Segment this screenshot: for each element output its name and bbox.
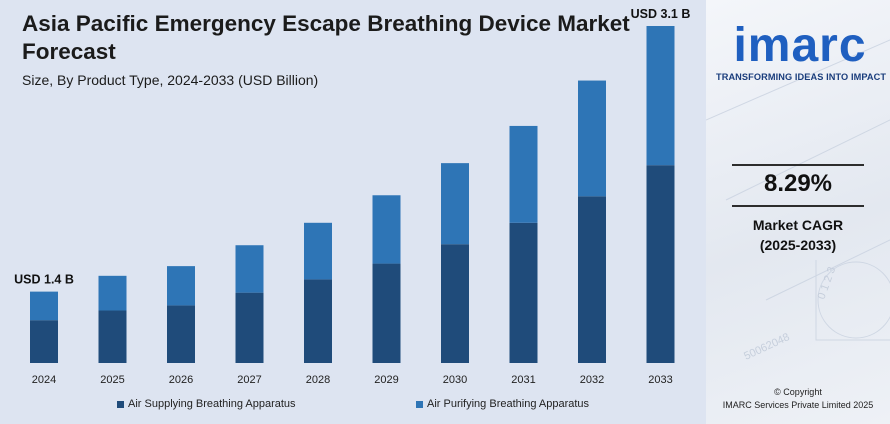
chart-title: Asia Pacific Emergency Escape Breathing … (22, 11, 630, 64)
legend-item-air-supplying: Air Supplying Breathing Apparatus (117, 398, 296, 410)
logo-tagline: TRANSFORMING IDEAS INTO IMPACT (716, 72, 887, 82)
copyright-line-1: © Copyright (774, 387, 822, 397)
svg-text:0 1 2 3: 0 1 2 3 (816, 265, 839, 301)
legend-label-air-supplying: Air Supplying Breathing Apparatus (128, 398, 296, 410)
bar-2031-air-supplying-breathing-apparatus (509, 222, 538, 363)
svg-text:50062048: 50062048 (742, 331, 791, 363)
bar-2033-air-purifying-breathing-apparatus (646, 26, 675, 166)
bar-2024-air-supplying-breathing-apparatus (30, 320, 58, 363)
data-label-2024: USD 1.4 B (14, 273, 74, 287)
logo-wordmark: imarc (733, 19, 867, 72)
cagr-value: 8.29% (763, 170, 833, 197)
chart-subtitle: Size, By Product Type, 2024-2033 (USD Bi… (22, 72, 319, 88)
bar-2025-air-supplying-breathing-apparatus (98, 310, 127, 363)
bar-2027-air-purifying-breathing-apparatus (235, 245, 264, 293)
legend-item-air-purifying: Air Purifying Breathing Apparatus (416, 398, 589, 410)
x-tick-label-2031: 2031 (511, 374, 535, 386)
side-panel: 0 1 2 3 50062048 imarc TRANSFORMING IDEA… (706, 0, 890, 424)
bar-chart: 2024 2025 2026 2027 2028 2029 2030 2031 2032 2033… (14, 7, 691, 386)
cagr-label: Market CAGR (2025-2033) (706, 215, 890, 255)
legend-label-air-purifying: Air Purifying Breathing Apparatus (427, 398, 590, 410)
bar-2030-air-purifying-breathing-apparatus (441, 163, 469, 245)
bar-2025-air-purifying-breathing-apparatus (98, 275, 127, 311)
x-tick-label-2030: 2030 (443, 374, 467, 386)
x-tick-label-2032: 2032 (580, 374, 604, 386)
bar-2028-air-purifying-breathing-apparatus (304, 222, 332, 280)
bar-2024-air-purifying-breathing-apparatus (30, 291, 58, 321)
legend-swatch-air-supplying (117, 400, 124, 408)
imarc-logo: imarc TRANSFORMING IDEAS INTO IMPACT (716, 19, 887, 83)
x-tick-label-2028: 2028 (306, 374, 330, 386)
bar-2029-air-purifying-breathing-apparatus (372, 195, 401, 264)
bar-2033-air-supplying-breathing-apparatus (646, 165, 675, 363)
cagr-label-text: Market CAGR (752, 217, 844, 233)
legend-swatch-air-purifying (416, 400, 423, 408)
data-label-2033: USD 3.1 B (631, 7, 691, 21)
bar-2031-air-purifying-breathing-apparatus (509, 125, 538, 223)
copyright: © Copyright IMARC Services Private Limit… (706, 386, 890, 412)
x-tick-label-2033: 2033 (648, 374, 672, 386)
cagr-divider-bottom (732, 205, 864, 207)
x-tick-label-2027: 2027 (237, 374, 261, 386)
x-tick-label-2029: 2029 (374, 374, 398, 386)
bar-2032-air-purifying-breathing-apparatus (578, 80, 606, 197)
bar-2029-air-supplying-breathing-apparatus (372, 263, 401, 363)
copyright-line-2: IMARC Services Private Limited 2025 (722, 400, 874, 410)
bar-2026-air-supplying-breathing-apparatus (167, 305, 195, 363)
cagr-period-text: (2025-2033) (759, 237, 837, 253)
bar-2026-air-purifying-breathing-apparatus (167, 266, 195, 306)
background-decoration: 0 1 2 3 50062048 (706, 39, 890, 363)
bar-2030-air-supplying-breathing-apparatus (441, 244, 469, 363)
x-tick-label-2026: 2026 (169, 374, 193, 386)
x-tick-label-2024: 2024 (32, 374, 56, 386)
x-tick-label-2025: 2025 (100, 374, 124, 386)
cagr-divider-top (732, 164, 864, 166)
bar-2032-air-supplying-breathing-apparatus (578, 196, 606, 363)
bar-2027-air-supplying-breathing-apparatus (235, 292, 264, 363)
bar-2028-air-supplying-breathing-apparatus (304, 279, 332, 363)
